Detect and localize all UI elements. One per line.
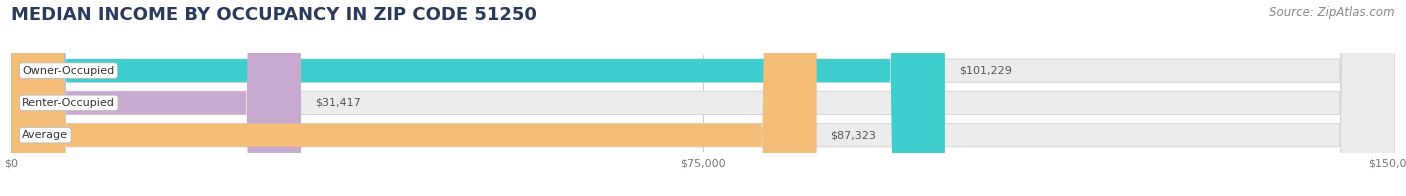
- Text: Source: ZipAtlas.com: Source: ZipAtlas.com: [1270, 6, 1395, 19]
- Text: MEDIAN INCOME BY OCCUPANCY IN ZIP CODE 51250: MEDIAN INCOME BY OCCUPANCY IN ZIP CODE 5…: [11, 6, 537, 24]
- Text: Average: Average: [22, 130, 69, 140]
- FancyBboxPatch shape: [11, 0, 1395, 196]
- Text: $87,323: $87,323: [831, 130, 876, 140]
- Text: Owner-Occupied: Owner-Occupied: [22, 66, 114, 76]
- Text: $101,229: $101,229: [959, 66, 1012, 76]
- FancyBboxPatch shape: [11, 0, 945, 196]
- Text: Renter-Occupied: Renter-Occupied: [22, 98, 115, 108]
- FancyBboxPatch shape: [11, 0, 817, 196]
- Text: $31,417: $31,417: [315, 98, 360, 108]
- FancyBboxPatch shape: [11, 0, 301, 196]
- FancyBboxPatch shape: [11, 0, 1395, 196]
- FancyBboxPatch shape: [11, 0, 1395, 196]
